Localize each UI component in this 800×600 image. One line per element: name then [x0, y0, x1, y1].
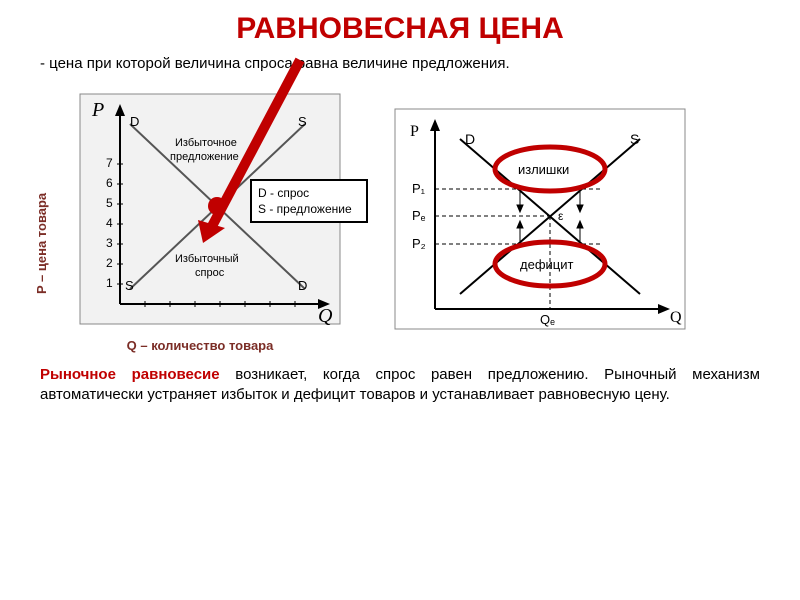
svg-text:S: S [298, 114, 307, 129]
svg-text:спрос: спрос [195, 267, 225, 279]
chart-left-block: P – цена товара 1 2 3 4 5 6 7 [40, 84, 360, 353]
svg-text:D: D [465, 131, 475, 147]
svg-text:4: 4 [106, 216, 113, 230]
svg-text:P: P [91, 99, 104, 121]
svg-text:Pₑ: Pₑ [412, 208, 426, 223]
svg-text:P: P [410, 123, 419, 140]
conclusion: Рыночное равновесие возникает, когда спр… [0, 353, 800, 406]
legend-box: D - спрос S - предложение [250, 179, 368, 223]
svg-text:2: 2 [106, 256, 113, 270]
svg-text:Q: Q [670, 309, 682, 326]
subtitle-dash: - [40, 55, 49, 72]
svg-text:Избыточный: Избыточный [175, 253, 239, 265]
svg-text:Qₑ: Qₑ [540, 312, 555, 327]
q-axis-label: Q – количество товара [70, 338, 330, 353]
svg-text:предложение: предложение [170, 151, 239, 163]
svg-text:D: D [130, 114, 139, 129]
legend-s: S - предложение [258, 201, 360, 217]
page-title: РАВНОВЕСНАЯ ЦЕНА [0, 0, 800, 46]
svg-text:дефицит: дефицит [520, 257, 573, 272]
svg-text:излишки: излишки [518, 162, 569, 177]
svg-text:5: 5 [106, 196, 113, 210]
surplus-deficit-chart: ε P Q D S P₁ Pₑ P₂ Qₑ излишки дефицит [390, 104, 690, 334]
title-text: РАВНОВЕСНАЯ ЦЕНА [236, 12, 564, 45]
svg-text:Избыточное: Избыточное [175, 137, 237, 149]
svg-text:1: 1 [106, 276, 113, 290]
svg-text:P₂: P₂ [412, 236, 426, 251]
svg-text:Q: Q [318, 305, 333, 327]
svg-text:3: 3 [106, 236, 113, 250]
svg-text:S: S [125, 278, 134, 293]
svg-text:D: D [298, 278, 307, 293]
svg-text:7: 7 [106, 156, 113, 170]
svg-text:P₁: P₁ [412, 181, 426, 196]
chart-right-block: ε P Q D S P₁ Pₑ P₂ Qₑ излишки дефицит [390, 104, 700, 353]
subtitle-text: цена при которой величина спроса равна в… [49, 55, 510, 72]
charts-row: P – цена товара 1 2 3 4 5 6 7 [0, 74, 800, 353]
p-axis-label: P – цена товара [34, 192, 49, 293]
svg-text:6: 6 [106, 176, 113, 190]
svg-text:ε: ε [558, 209, 564, 223]
legend-d: D - спрос [258, 185, 360, 201]
subtitle: - цена при которой величина спроса равна… [0, 46, 800, 74]
svg-text:S: S [630, 131, 639, 147]
conclusion-lead: Рыночное равновесие [40, 366, 220, 383]
